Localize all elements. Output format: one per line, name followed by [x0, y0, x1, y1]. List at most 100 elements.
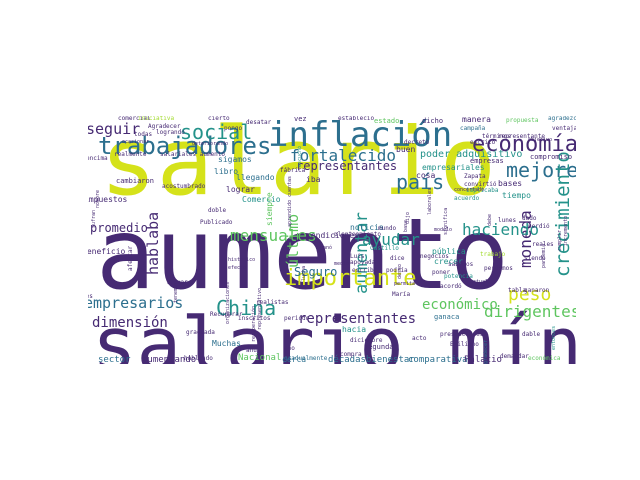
word-castillo: Castillo — [370, 245, 399, 252]
word-desatar: desatar — [246, 119, 272, 126]
word-economico: económico — [422, 297, 498, 313]
word-inflacion: inflación — [268, 116, 453, 155]
word-publicado: Publicado — [200, 219, 233, 226]
word-tenemos: tenemos — [173, 281, 179, 303]
word-cambiaron: cambiaron — [116, 177, 154, 185]
word-ganaca: ganaca — [434, 313, 460, 321]
word-siendo: siendo — [524, 255, 546, 262]
word-convirtio: convirtió — [464, 181, 497, 188]
word-acto: acto — [412, 335, 427, 342]
word-salariales-aumento: salariales aumento — [160, 151, 226, 158]
word-escribi: escribí — [352, 267, 378, 274]
word-dado: dado — [522, 215, 537, 222]
word-buen: buen — [396, 145, 416, 154]
word-fuentes: fuentes — [141, 245, 148, 272]
word-poder-adquisitivo: poder adquisitivo — [420, 149, 523, 160]
word-gradualmente: gradualmente — [284, 355, 328, 362]
word-reales: reales — [532, 241, 554, 248]
word-importante: importante — [284, 266, 417, 291]
word-dice: dice — [390, 255, 405, 262]
word-sector: sector — [98, 355, 131, 365]
word-mundo: mundo — [378, 225, 397, 232]
word-impuestos: impuestos — [88, 195, 128, 204]
word-entonces: entonces — [551, 325, 557, 350]
word-llegando: llegando — [236, 173, 275, 182]
word-representantes-b: representantes — [296, 159, 398, 173]
word-decadasbienestar: décadasbienestar — [328, 355, 415, 365]
word-trabajo: trabajo — [480, 251, 506, 258]
word-permita: permita — [394, 281, 416, 287]
word-incremento: incremento — [563, 215, 569, 246]
word-todas: todas — [134, 131, 153, 138]
word-maria: María — [392, 291, 411, 298]
word-deseo: deseo — [397, 263, 403, 279]
word-comparativa: comparativa — [408, 355, 468, 365]
word-empresariales: empresariales — [422, 163, 485, 172]
word-acuerdo: acuerdo — [454, 195, 480, 202]
word-luis: Luis — [350, 253, 365, 260]
word-seguir: seguir — [88, 120, 141, 138]
word-campana: campaña — [460, 125, 486, 132]
word-estado: estado — [374, 117, 400, 125]
word-economia: economía — [472, 132, 576, 157]
word-demandar: demandar — [500, 353, 529, 360]
word-realmente: realmente — [114, 151, 147, 158]
word-propuesta: propuesta — [506, 117, 539, 124]
word-llevar: llevar — [166, 279, 188, 286]
word-emiliano: Emiliano — [450, 341, 479, 348]
word-laborales: laborales — [427, 187, 433, 215]
word-perdio: perdió — [528, 223, 550, 230]
word-mes: mes — [88, 293, 93, 300]
word-representativo: representativo — [257, 287, 263, 330]
word-fabrica: fábrica — [280, 167, 306, 174]
word-agradecer: Agradecer — [148, 123, 181, 130]
word-iniciativa: iniciativa — [138, 116, 175, 122]
word-ayudar: ayudar — [362, 230, 420, 249]
word-iba: iba — [306, 175, 321, 184]
word-lucha: lucha — [301, 265, 307, 281]
word-perdemos: perdemos — [484, 265, 513, 272]
word-hablando: hablando — [184, 355, 213, 362]
word-segunda: segunda — [364, 343, 394, 351]
word-dimension: dimensión — [92, 315, 168, 331]
word-cuentas: cuentas — [287, 175, 293, 197]
word-empresarios: empresarios — [88, 294, 184, 312]
word-ano: año — [284, 345, 295, 352]
word-hablaba: hablaba — [144, 211, 162, 275]
word-sufran: sufran — [91, 209, 97, 228]
word-crecer: crecer — [434, 257, 463, 266]
word-organizaciones: organizaciones — [225, 281, 231, 324]
word-cumplir: cumplir — [557, 229, 563, 251]
word-establecio: estableció — [338, 116, 375, 122]
word-representantes-a: representantes — [298, 311, 417, 327]
word-muchas: Muchas — [212, 339, 241, 348]
word-compra: compra — [340, 351, 362, 358]
word-ventaja: ventaja — [552, 125, 576, 132]
word-salario-minimo: salario mínimo — [92, 302, 576, 364]
word-afectar: afectar — [127, 245, 134, 272]
word-economica: económica — [528, 355, 561, 362]
word-dable: dable — [522, 331, 541, 338]
word-dirigentes: dirigentes — [484, 302, 576, 321]
word-lograr: lograr — [226, 185, 255, 194]
word-beneficio: beneficio — [88, 247, 126, 256]
word-escucho: escuchó — [297, 145, 303, 167]
word-salario: salario — [100, 116, 497, 217]
word-deteriorando: deteriorando — [192, 141, 229, 147]
word-debe: debe — [487, 213, 493, 226]
word-efecto: efecto — [228, 265, 247, 271]
word-cosa: cosa — [416, 171, 436, 180]
word-crecimiento: crecimiento — [552, 151, 574, 278]
word-cerca: cerca — [282, 355, 307, 364]
word-decreto: decreto — [404, 139, 430, 146]
word-pandemia: pandemia — [541, 243, 547, 268]
word-aumento: aumento — [96, 198, 510, 312]
word-china: China — [216, 296, 277, 320]
word-prestaciones: prestaciones — [440, 331, 484, 338]
word-tiempo: tiempo — [502, 191, 531, 200]
word-historico: histórico — [228, 257, 256, 263]
word-logrando: logrando — [156, 129, 185, 136]
word-social: social — [180, 120, 253, 144]
word-recuperar: Recuperar — [210, 311, 243, 318]
